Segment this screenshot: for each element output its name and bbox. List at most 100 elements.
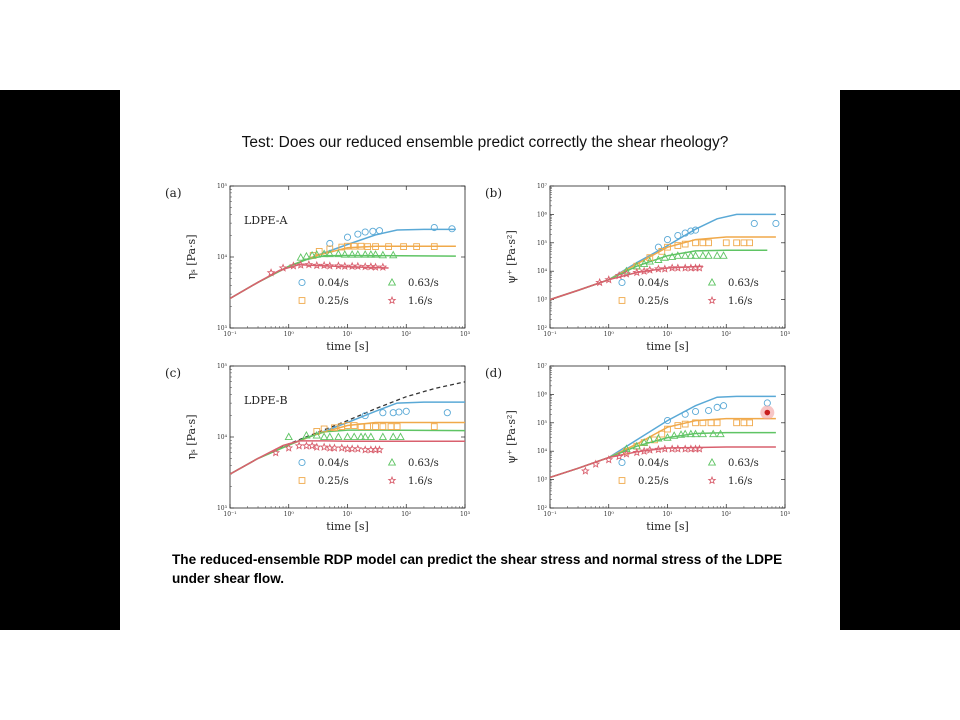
data-point bbox=[658, 247, 666, 255]
data-point bbox=[378, 432, 388, 441]
data-point bbox=[337, 443, 347, 452]
data-point bbox=[670, 431, 679, 439]
x-tick-label: 10⁻¹ bbox=[223, 511, 236, 518]
data-point bbox=[366, 432, 376, 441]
x-tick-label: 10⁻¹ bbox=[223, 331, 236, 338]
data-point bbox=[357, 242, 365, 250]
data-point bbox=[720, 402, 728, 410]
y-axis-label: ψ⁺ [Pa·s²] bbox=[505, 410, 518, 464]
data-point bbox=[353, 261, 363, 271]
data-point bbox=[639, 266, 649, 275]
data-point bbox=[350, 242, 358, 250]
data-point bbox=[746, 419, 753, 427]
legend-marker bbox=[707, 295, 717, 305]
legend-marker bbox=[298, 297, 306, 304]
data-point bbox=[325, 432, 334, 441]
data-point bbox=[356, 432, 366, 441]
legend-marker bbox=[618, 297, 626, 304]
sample-label: LDPE-A bbox=[244, 214, 288, 227]
y-tick-label: 10² bbox=[537, 505, 548, 512]
data-point bbox=[674, 242, 682, 249]
data-point bbox=[302, 441, 311, 450]
y-tick-label: 10⁴ bbox=[217, 254, 228, 261]
data-point bbox=[614, 451, 624, 461]
panel-label: (c) bbox=[165, 366, 181, 380]
data-point bbox=[302, 251, 311, 260]
data-point bbox=[673, 444, 683, 453]
letterbox-left bbox=[0, 90, 120, 630]
data-point bbox=[372, 423, 379, 430]
data-point bbox=[340, 250, 349, 258]
data-point bbox=[622, 266, 631, 275]
y-tick-label: 10⁷ bbox=[537, 183, 548, 190]
data-point bbox=[750, 219, 758, 228]
data-point bbox=[289, 261, 298, 270]
data-point bbox=[632, 447, 642, 457]
data-point bbox=[699, 419, 707, 427]
legend-label: 1.6/s bbox=[728, 476, 752, 487]
data-point bbox=[357, 423, 365, 430]
data-point bbox=[763, 399, 771, 407]
data-point bbox=[654, 444, 663, 454]
data-point bbox=[378, 262, 388, 271]
x-tick-label: 10¹ bbox=[342, 331, 352, 338]
y-tick-label: 10³ bbox=[537, 477, 548, 484]
y-tick-label: 10⁴ bbox=[217, 434, 228, 441]
data-point bbox=[658, 430, 666, 438]
x-tick-label: 10⁰ bbox=[604, 511, 615, 518]
legend-marker bbox=[298, 458, 306, 467]
y-axis-label: ψ⁺ [Pa·s²] bbox=[505, 230, 518, 284]
data-point bbox=[692, 419, 699, 427]
data-point bbox=[278, 263, 288, 272]
sample-label: LDPE-B bbox=[244, 394, 288, 407]
data-point bbox=[674, 232, 682, 240]
plot-area bbox=[550, 213, 780, 301]
data-point bbox=[681, 240, 689, 248]
data-point bbox=[319, 249, 329, 258]
legend-marker bbox=[707, 457, 717, 466]
data-point bbox=[663, 417, 672, 425]
data-point bbox=[746, 239, 753, 247]
y-tick-label: 10⁵ bbox=[217, 183, 228, 190]
data-point bbox=[325, 261, 335, 270]
data-point bbox=[443, 409, 451, 417]
series-line-0p63-per-s bbox=[230, 254, 456, 300]
data-point bbox=[654, 243, 662, 251]
x-tick-label: 10⁰ bbox=[604, 331, 615, 338]
data-point bbox=[360, 262, 370, 271]
data-point bbox=[266, 268, 276, 277]
y-axis-label: ηₛ [Pa·s] bbox=[185, 415, 198, 460]
x-tick-label: 10³ bbox=[460, 331, 471, 338]
data-point bbox=[312, 260, 322, 270]
legend-marker bbox=[618, 458, 626, 467]
data-point bbox=[402, 407, 410, 415]
y-tick-label: 10³ bbox=[217, 505, 228, 512]
data-point bbox=[681, 420, 689, 428]
x-axis-label: time [s] bbox=[646, 520, 689, 533]
data-point bbox=[296, 260, 306, 269]
legend-marker bbox=[618, 477, 626, 484]
data-point bbox=[692, 239, 699, 247]
data-point bbox=[361, 228, 369, 236]
y-tick-label: 10⁴ bbox=[537, 268, 548, 275]
y-axis-label: ηₛ [Pa·s] bbox=[185, 235, 198, 280]
data-point bbox=[379, 409, 387, 417]
data-point bbox=[343, 233, 352, 241]
data-point bbox=[580, 466, 590, 475]
x-axis-label: time [s] bbox=[326, 520, 369, 533]
data-point bbox=[361, 432, 370, 441]
data-point bbox=[709, 429, 718, 438]
y-tick-label: 10⁷ bbox=[537, 363, 548, 370]
data-point bbox=[639, 438, 649, 446]
y-tick-label: 10⁶ bbox=[537, 211, 548, 218]
chart-panel-d: (d) 10⁻¹ 10⁰ 10¹ 10² 10³ 10² 10³ 10⁴ 10⁵ 10⁶ 10⁷ tim… bbox=[485, 363, 791, 533]
legend-marker bbox=[618, 278, 626, 287]
data-point bbox=[664, 243, 671, 251]
x-tick-label: 10¹ bbox=[662, 331, 672, 338]
data-point bbox=[307, 250, 317, 259]
data-point bbox=[645, 445, 655, 454]
data-point bbox=[430, 243, 438, 250]
data-point bbox=[695, 263, 704, 272]
data-point bbox=[375, 227, 384, 235]
data-point bbox=[622, 449, 631, 458]
